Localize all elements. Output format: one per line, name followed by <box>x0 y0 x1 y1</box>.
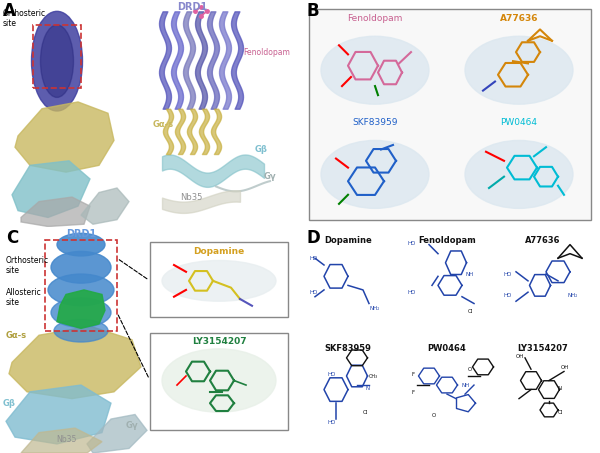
Text: A: A <box>3 2 16 20</box>
Text: A77636: A77636 <box>525 236 561 245</box>
Polygon shape <box>15 102 114 172</box>
Text: OH: OH <box>516 354 524 359</box>
FancyBboxPatch shape <box>150 242 288 317</box>
Polygon shape <box>6 385 111 444</box>
Ellipse shape <box>162 260 276 301</box>
Ellipse shape <box>41 25 74 97</box>
FancyBboxPatch shape <box>309 9 591 220</box>
Text: D: D <box>306 229 320 247</box>
Text: OH: OH <box>561 365 569 370</box>
Text: Nb35: Nb35 <box>56 435 76 444</box>
Polygon shape <box>81 188 129 224</box>
Text: NH₂: NH₂ <box>567 293 577 298</box>
Polygon shape <box>87 414 147 453</box>
Text: F: F <box>411 390 414 395</box>
Ellipse shape <box>321 36 429 104</box>
Text: PW0464: PW0464 <box>500 118 538 127</box>
Text: DRD1: DRD1 <box>66 229 96 239</box>
Text: Dopamine: Dopamine <box>193 247 245 256</box>
Text: Fenoldopam: Fenoldopam <box>418 236 476 245</box>
Text: NH: NH <box>465 272 473 277</box>
Text: A77636: A77636 <box>500 14 538 23</box>
Ellipse shape <box>51 298 111 327</box>
Text: Fenoldopam: Fenoldopam <box>243 48 290 57</box>
Polygon shape <box>9 326 141 399</box>
Text: Nb35: Nb35 <box>180 193 202 202</box>
Text: NH₂: NH₂ <box>369 306 379 311</box>
Text: PW0464: PW0464 <box>428 344 466 353</box>
Ellipse shape <box>321 140 429 208</box>
Text: O: O <box>432 413 436 418</box>
Text: Orthosteric
site: Orthosteric site <box>6 256 49 275</box>
Text: Cl: Cl <box>468 308 473 313</box>
Text: B: B <box>306 2 319 20</box>
Ellipse shape <box>31 11 83 111</box>
Text: F: F <box>411 372 414 377</box>
FancyBboxPatch shape <box>150 333 288 430</box>
Text: NH: NH <box>462 383 470 388</box>
Ellipse shape <box>48 274 114 306</box>
Text: Gγ: Gγ <box>264 172 277 181</box>
Text: HO: HO <box>309 256 317 261</box>
Text: Dopamine: Dopamine <box>324 236 372 245</box>
Text: Orthosteric
site: Orthosteric site <box>3 9 46 29</box>
Text: Fenoldopam: Fenoldopam <box>347 14 403 23</box>
Text: N: N <box>366 386 370 390</box>
Text: HO: HO <box>504 272 512 277</box>
Ellipse shape <box>51 251 111 283</box>
Text: LY3154207: LY3154207 <box>518 344 568 353</box>
Text: DRD1: DRD1 <box>177 2 207 12</box>
Text: HO: HO <box>327 419 335 424</box>
Text: SKF83959: SKF83959 <box>325 344 371 353</box>
Polygon shape <box>21 197 90 226</box>
Ellipse shape <box>465 36 573 104</box>
Text: C: C <box>6 229 18 247</box>
Ellipse shape <box>162 349 276 412</box>
Polygon shape <box>12 161 90 217</box>
Text: SKF83959: SKF83959 <box>352 118 398 127</box>
Text: HO: HO <box>327 372 335 377</box>
Text: LY3154207: LY3154207 <box>191 337 247 347</box>
Text: CH₃: CH₃ <box>369 374 378 379</box>
Text: Gγ: Gγ <box>126 421 139 430</box>
Text: O: O <box>468 367 472 372</box>
Text: Allosteric
site: Allosteric site <box>6 288 42 307</box>
Polygon shape <box>21 428 102 453</box>
Text: HO: HO <box>408 241 416 246</box>
Text: Gα-s: Gα-s <box>6 331 27 340</box>
Ellipse shape <box>57 233 105 256</box>
Ellipse shape <box>54 319 108 342</box>
Text: HO: HO <box>408 290 416 295</box>
Text: Gβ: Gβ <box>255 145 268 154</box>
Text: HO: HO <box>504 293 512 298</box>
Text: HO: HO <box>309 290 317 295</box>
Text: Cl: Cl <box>363 410 368 415</box>
Text: Cl: Cl <box>558 410 563 415</box>
Text: Gα-s: Gα-s <box>153 120 174 129</box>
Ellipse shape <box>465 140 573 208</box>
Text: N: N <box>558 386 562 390</box>
Text: Gβ: Gβ <box>3 399 16 408</box>
Polygon shape <box>57 290 105 328</box>
